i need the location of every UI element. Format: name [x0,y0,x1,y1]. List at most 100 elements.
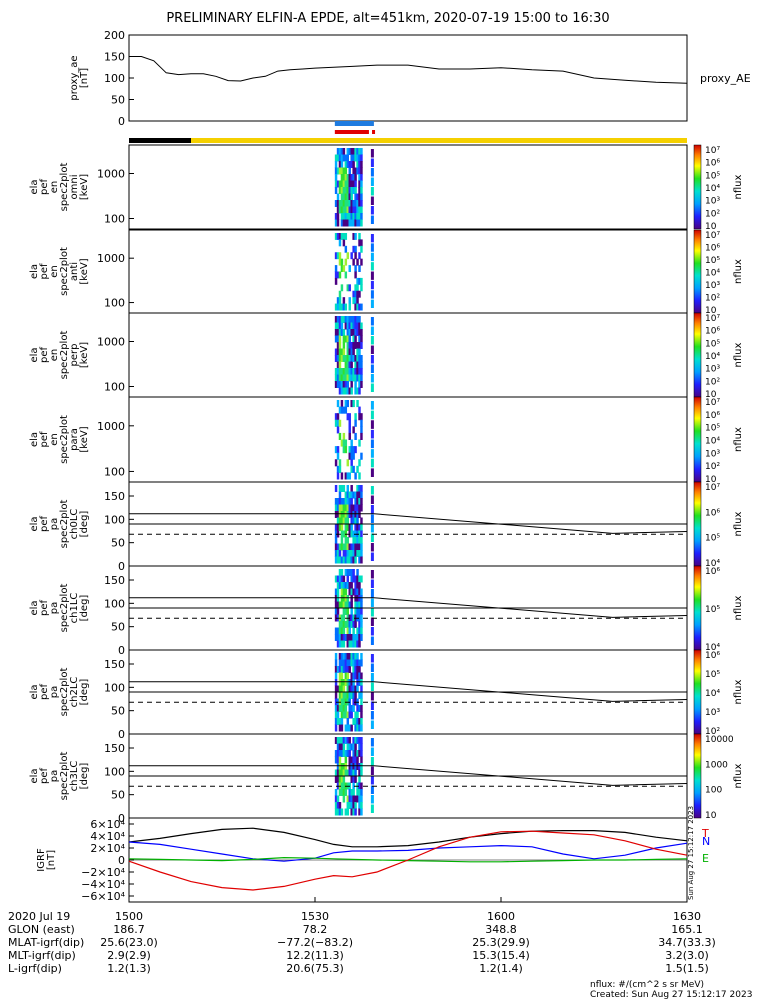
spectrogram-cell [334,374,338,382]
spectrogram-strip [370,495,374,504]
panel-tick-label: 100 [104,597,125,610]
spectrogram-cell [352,685,355,693]
spectrogram-cell [358,252,361,260]
timeline-cell-l: 1.5(1.5) [665,962,709,975]
spectrogram-cell [350,342,353,349]
spectrogram-cell [354,374,357,382]
spectrogram-cell [344,750,348,757]
spectrogram-cell [342,329,346,336]
spectrogram-cell [358,148,361,155]
spectrogram-cell [334,601,338,609]
spectrogram-cell [344,167,348,175]
colorbar-tick-label: 1000 [705,760,728,770]
spectrogram-cell [336,627,340,635]
spectrogram-cell [342,588,346,596]
spectrogram-cell [350,206,353,214]
spectrogram-cell [356,724,359,732]
spectrogram-strip [370,514,374,523]
timeline-cell-time: 1500 [115,910,143,923]
spectrogram-cell [358,763,361,770]
colorbar-tick-label: 10² [705,209,720,219]
spectrogram-cell [360,342,363,349]
spectrogram-cell [360,491,363,499]
spectrogram-cell [358,322,361,330]
spectrogram-cell [338,802,342,809]
timeline-row-label: MLAT-igrf(dip) [8,936,84,949]
spectrogram-cell [358,504,361,512]
igrf-legend-E: E [702,852,709,865]
spectrogram-cell [340,180,344,188]
spectrogram-cell [338,348,342,356]
colorbar-tick-label: 10⁶ [705,411,720,421]
spectrogram-cell [352,374,355,382]
spectrogram-cell [352,148,355,155]
spectrogram-strip [370,570,374,579]
spectrogram-cell [340,387,344,395]
spectrogram-cell [344,724,348,732]
spectrogram-cell [360,258,363,266]
panel-tick-label: 150 [104,490,125,503]
spectrogram-cell [340,406,344,414]
spectrogram-cell [334,769,338,777]
spectrogram-cell [358,213,361,220]
spectrogram-cell [334,498,338,505]
spectrogram-cell [350,154,353,162]
spectrogram-cell [352,187,355,194]
spectrogram-cell [336,750,340,757]
spectrogram-cell [338,154,342,162]
spectrogram-cell [354,245,357,253]
spectrogram-cell [358,789,361,796]
spectrogram-cell [336,550,340,557]
spectrogram-cell [354,685,357,693]
proxy-ae-frame [128,34,688,122]
spectrogram-cell [346,666,350,673]
spectrogram-cell [360,763,363,770]
timeline-cell-mlt: 3.2(3.0) [665,949,709,962]
spectrogram-cell [346,556,350,564]
spectrogram-cell [342,575,346,583]
spectrogram-cell [344,789,348,796]
spectrogram-cell [348,550,351,557]
spectrogram-cell [354,640,357,648]
spectrogram-cell [352,789,355,796]
spectrogram-cell [340,400,344,408]
spectrogram-cell [360,361,363,369]
spectrogram-cell [338,329,342,336]
colorbar-label-wrap: nflux [733,174,744,199]
spectrogram-cell [350,504,353,512]
spectrogram-cell [354,361,357,369]
spectrogram-cell [354,233,357,240]
spectrogram-cell [348,750,351,757]
spectrogram-cell [334,588,338,596]
spectrogram-cell [352,452,355,460]
spectrogram-cell [352,161,355,168]
spectrogram-cell [340,743,344,751]
spectrogram-cell [336,413,340,421]
spectrogram-cell [336,802,340,809]
spectrogram-cell [344,303,348,311]
timeline-cell-time: 1530 [301,910,329,923]
spectrogram-cell [346,213,350,220]
spectrogram-cell [344,711,348,719]
spectrogram-cell [354,387,357,395]
spectrogram-cell [354,193,357,201]
spectrogram-cell [334,556,338,564]
spectrogram-cell [358,206,361,214]
colorbar-label-wrap: nflux [733,595,744,620]
spectrogram-cell [338,517,342,525]
spectrogram-cell [352,743,355,751]
colorbar-tick-label: 10⁵ [705,534,720,544]
spectrogram-cell [358,750,361,757]
spectrogram-cell [350,459,353,467]
panel-ylabel-line: [keV] [79,174,90,200]
spectrogram-cell [354,148,357,155]
spectrogram-cell [360,329,363,336]
spectrogram-cell [334,154,338,162]
spectrogram-cell [338,239,342,247]
spectrogram-cell [352,776,355,783]
spectrogram-cell [340,575,344,583]
spectrogram-cell [358,180,361,188]
spectrogram-cell [346,711,350,719]
spectrogram-cell [354,588,357,596]
spectrogram-cell [344,517,348,525]
